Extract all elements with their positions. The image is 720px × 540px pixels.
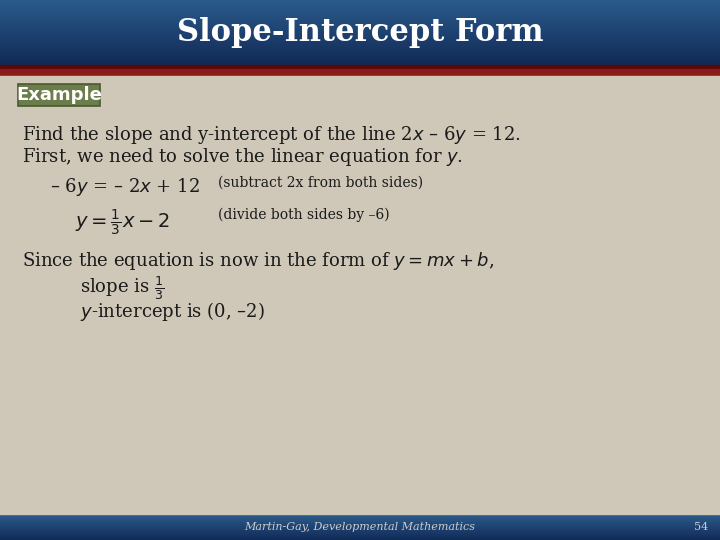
Text: (divide both sides by –6): (divide both sides by –6) xyxy=(218,208,390,222)
Text: 54: 54 xyxy=(694,522,708,532)
Text: Slope-Intercept Form: Slope-Intercept Form xyxy=(176,17,544,48)
Text: (subtract 2x from both sides): (subtract 2x from both sides) xyxy=(218,176,423,190)
Text: $y$-intercept is (0, –2): $y$-intercept is (0, –2) xyxy=(80,300,265,323)
Text: Find the slope and y-intercept of the line 2$x$ – 6$y$ = 12.: Find the slope and y-intercept of the li… xyxy=(22,124,521,146)
Text: Example: Example xyxy=(16,86,102,104)
Text: Martin-Gay, Developmental Mathematics: Martin-Gay, Developmental Mathematics xyxy=(245,522,475,532)
Text: slope is $\frac{1}{3}$: slope is $\frac{1}{3}$ xyxy=(80,274,164,302)
Text: – 6$y$ = – 2$x$ + 12: – 6$y$ = – 2$x$ + 12 xyxy=(50,176,199,198)
Text: $y = \frac{1}{3}x - 2$: $y = \frac{1}{3}x - 2$ xyxy=(75,208,170,238)
Text: First, we need to solve the linear equation for $y$.: First, we need to solve the linear equat… xyxy=(22,146,463,168)
Text: Since the equation is now in the form of $y = mx + b$,: Since the equation is now in the form of… xyxy=(22,250,494,272)
FancyBboxPatch shape xyxy=(18,84,100,106)
